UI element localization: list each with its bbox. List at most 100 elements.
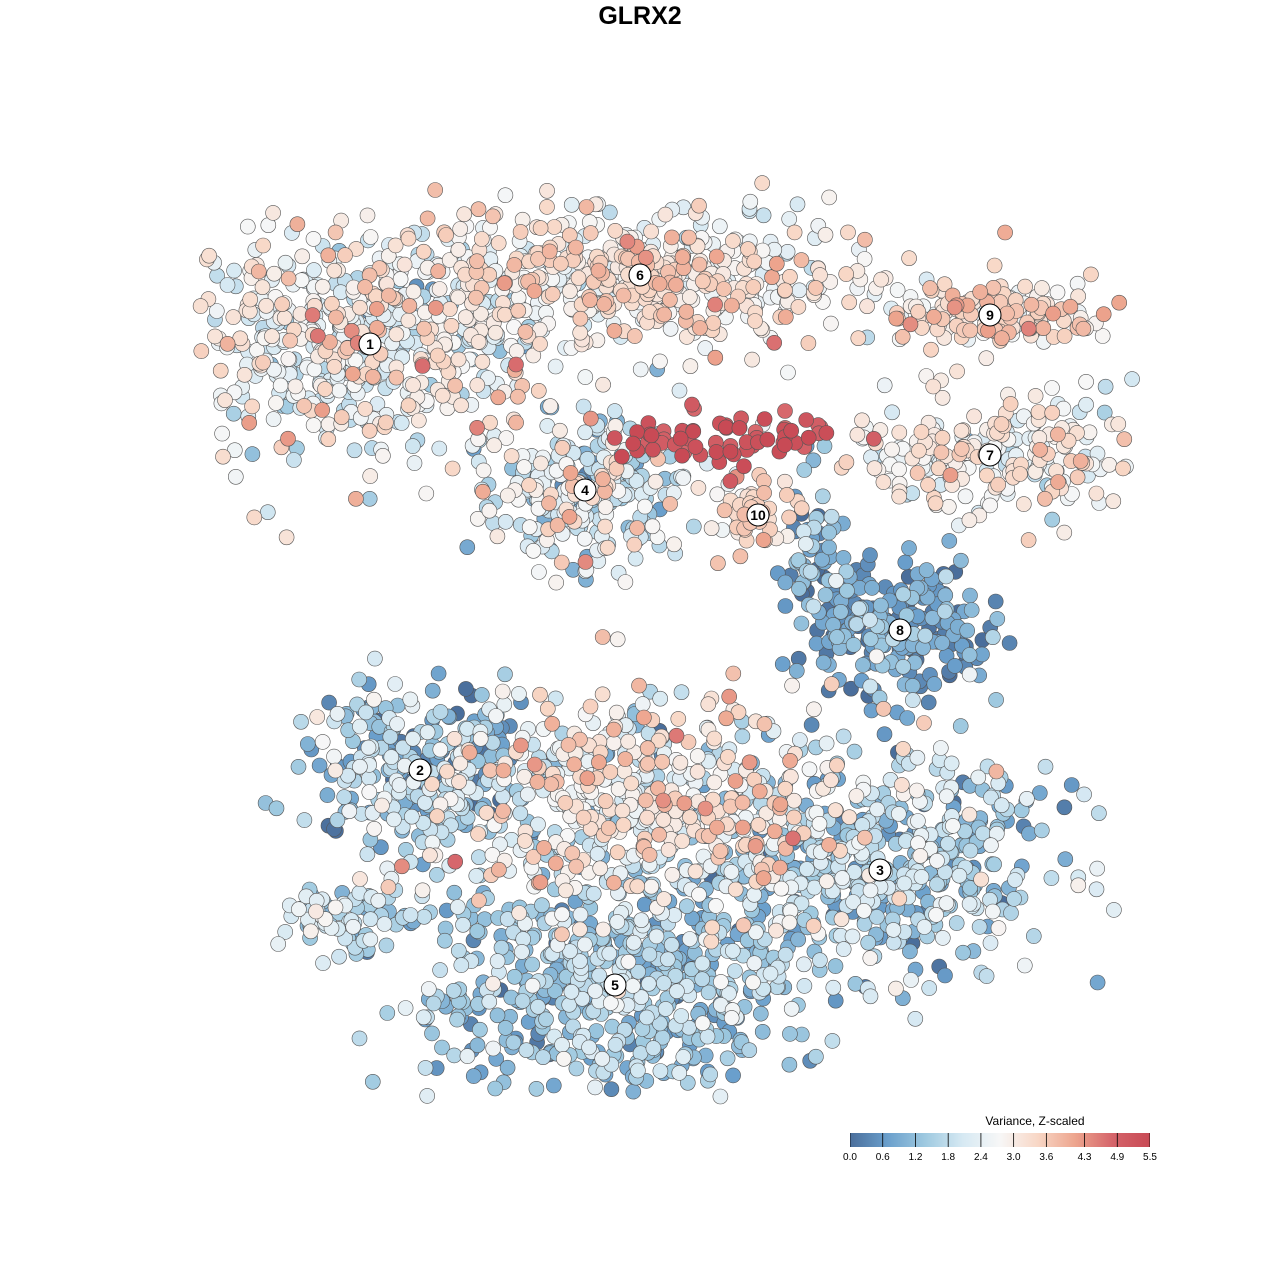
data-point bbox=[754, 1024, 771, 1040]
data-point bbox=[687, 863, 704, 880]
data-point bbox=[226, 262, 242, 279]
data-point bbox=[793, 500, 810, 517]
data-point bbox=[614, 448, 630, 465]
data-point bbox=[674, 833, 691, 849]
data-point bbox=[455, 916, 471, 933]
data-point bbox=[888, 980, 904, 997]
data-point bbox=[432, 704, 449, 720]
data-point bbox=[772, 796, 789, 813]
data-point bbox=[469, 1037, 486, 1053]
data-point bbox=[605, 721, 622, 738]
data-point bbox=[291, 901, 307, 918]
data-point bbox=[608, 704, 625, 721]
data-point bbox=[692, 320, 708, 336]
data-point bbox=[727, 963, 743, 979]
data-point bbox=[1001, 635, 1018, 651]
data-point bbox=[400, 397, 417, 414]
data-point bbox=[1062, 298, 1079, 315]
data-point bbox=[983, 837, 999, 854]
data-point bbox=[719, 1050, 736, 1067]
data-point bbox=[496, 306, 513, 323]
data-point bbox=[904, 692, 921, 708]
data-point bbox=[926, 308, 942, 325]
data-point bbox=[839, 582, 855, 599]
data-point bbox=[862, 882, 879, 899]
data-point bbox=[962, 322, 979, 339]
data-point bbox=[1045, 305, 1061, 322]
data-point bbox=[609, 631, 626, 648]
data-point bbox=[449, 1011, 465, 1028]
data-point bbox=[516, 768, 533, 785]
data-point bbox=[672, 430, 689, 447]
cluster-label-text: 10 bbox=[750, 507, 766, 523]
data-point bbox=[953, 441, 970, 457]
data-point bbox=[405, 730, 421, 747]
data-point bbox=[341, 803, 358, 820]
data-point bbox=[720, 749, 736, 765]
data-point bbox=[394, 858, 410, 875]
data-point bbox=[854, 412, 870, 429]
data-point bbox=[742, 193, 759, 210]
data-point bbox=[631, 677, 647, 694]
data-point bbox=[545, 1077, 562, 1094]
data-point bbox=[916, 919, 933, 935]
data-point bbox=[236, 366, 253, 383]
data-point bbox=[663, 936, 680, 953]
data-point bbox=[240, 218, 256, 235]
data-point bbox=[626, 536, 643, 553]
data-point bbox=[750, 816, 767, 833]
data-point bbox=[432, 962, 448, 978]
cluster-label-text: 2 bbox=[416, 762, 424, 778]
data-point bbox=[827, 992, 844, 1009]
data-point bbox=[1063, 777, 1080, 793]
data-point bbox=[594, 629, 611, 645]
data-point bbox=[274, 296, 290, 313]
data-point bbox=[844, 928, 861, 945]
data-point bbox=[416, 320, 432, 337]
data-point bbox=[451, 774, 467, 790]
data-point bbox=[777, 473, 793, 490]
data-point bbox=[638, 249, 654, 266]
data-point bbox=[656, 891, 672, 907]
data-point bbox=[469, 253, 485, 270]
data-point bbox=[718, 710, 735, 727]
data-point bbox=[457, 309, 474, 326]
data-point bbox=[530, 998, 546, 1015]
data-point bbox=[453, 957, 470, 973]
data-point bbox=[803, 717, 820, 733]
data-point bbox=[961, 806, 978, 823]
data-point bbox=[367, 650, 383, 667]
data-point bbox=[311, 757, 328, 774]
data-point bbox=[417, 794, 433, 811]
data-point bbox=[577, 424, 593, 441]
data-point bbox=[572, 906, 589, 923]
data-point bbox=[577, 369, 594, 385]
data-point bbox=[780, 364, 796, 381]
data-point bbox=[796, 978, 813, 994]
data-point bbox=[328, 309, 344, 326]
data-point bbox=[327, 899, 344, 916]
data-point bbox=[387, 237, 404, 254]
data-point bbox=[617, 574, 634, 590]
data-point bbox=[1023, 296, 1040, 313]
data-point bbox=[514, 993, 531, 1009]
data-point bbox=[721, 688, 738, 705]
data-point bbox=[897, 554, 914, 571]
data-point bbox=[532, 686, 548, 703]
data-point bbox=[436, 932, 453, 949]
cluster-label: 3 bbox=[868, 858, 892, 882]
data-point bbox=[727, 773, 744, 789]
data-point bbox=[674, 249, 691, 265]
data-point bbox=[634, 696, 651, 712]
data-point bbox=[799, 861, 815, 877]
data-point bbox=[694, 273, 711, 290]
data-point bbox=[508, 343, 525, 359]
data-point bbox=[623, 775, 640, 792]
data-point bbox=[1095, 306, 1112, 323]
data-point bbox=[987, 593, 1004, 610]
data-point bbox=[615, 817, 632, 833]
data-point bbox=[420, 981, 437, 997]
data-point bbox=[419, 724, 436, 741]
data-point bbox=[615, 287, 632, 304]
data-point bbox=[1056, 328, 1073, 344]
